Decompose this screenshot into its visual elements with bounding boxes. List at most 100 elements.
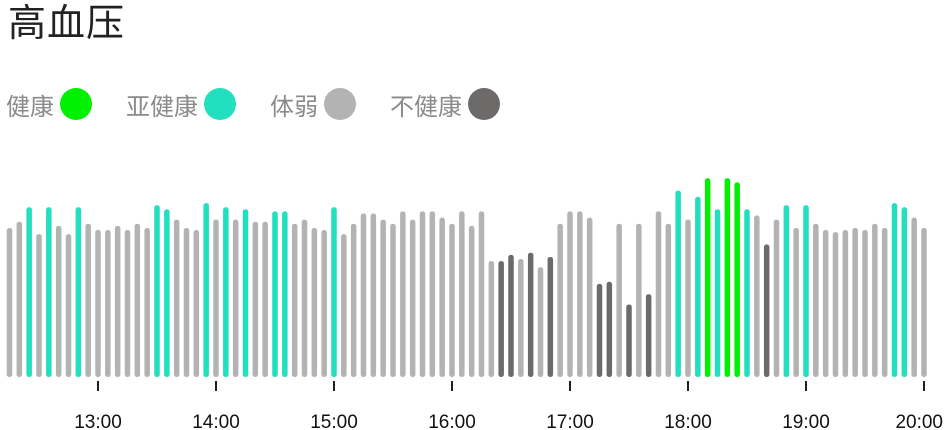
bar-subhealthy	[744, 209, 750, 377]
bar-weak	[173, 219, 180, 377]
bar-subhealthy	[272, 211, 278, 377]
bar-subhealthy	[154, 205, 160, 377]
bar-weak	[468, 225, 475, 377]
bar-healthy	[734, 182, 740, 377]
bar-weak	[301, 219, 308, 377]
bar-weak	[350, 223, 357, 377]
bar-weak	[232, 219, 239, 377]
bar-weak	[291, 223, 298, 377]
x-tick-label: 16:00	[428, 412, 476, 430]
bar-subhealthy	[695, 196, 701, 377]
x-tick-label: 15:00	[310, 412, 358, 430]
bar-weak	[911, 217, 917, 377]
bar-weak	[65, 234, 72, 377]
bar-weak	[616, 223, 622, 377]
bar-subhealthy	[75, 207, 82, 377]
bar-subhealthy	[282, 211, 288, 377]
bar-weak	[193, 230, 200, 377]
bar-weak	[183, 227, 190, 377]
x-tick-label: 20:00	[895, 412, 943, 430]
bar-weak	[636, 223, 642, 377]
bar-weak	[921, 227, 927, 377]
bar-weak	[252, 221, 259, 377]
bar-unhealthy	[527, 252, 534, 377]
bar-subhealthy	[891, 203, 898, 377]
bar-healthy	[724, 178, 731, 377]
bar-weak	[134, 223, 141, 377]
bar-weak	[685, 219, 691, 377]
bar-subhealthy	[203, 203, 209, 377]
bar-weak	[370, 213, 377, 377]
bar-weak	[832, 232, 839, 377]
bar-weak	[577, 211, 583, 377]
bar-weak	[655, 211, 662, 377]
bar-subhealthy	[783, 205, 790, 377]
bar-weak	[518, 259, 524, 377]
bar-weak	[124, 230, 131, 377]
bar-unhealthy	[498, 261, 504, 377]
legend-dot-subhealthy	[204, 88, 236, 120]
bar-weak	[567, 211, 573, 377]
x-tick-label: 19:00	[782, 412, 830, 430]
bar-weak	[36, 234, 42, 377]
legend-label-healthy: 健康	[6, 92, 54, 121]
bar-weak	[213, 219, 219, 377]
bar-weak	[55, 225, 62, 377]
bar-weak	[537, 267, 544, 377]
legend-label-subhealthy: 亚健康	[126, 92, 198, 121]
x-tick-label: 17:00	[546, 412, 594, 430]
bar-unhealthy	[645, 294, 652, 377]
bar-subhealthy	[164, 209, 170, 377]
bar-unhealthy	[508, 254, 514, 377]
bar-weak	[114, 225, 121, 377]
bar-weak	[478, 211, 485, 377]
bar-subhealthy	[803, 205, 809, 377]
bar-unhealthy	[547, 256, 554, 377]
bar-subhealthy	[26, 207, 32, 377]
bar-weak	[85, 223, 91, 377]
bar-weak	[557, 223, 563, 377]
bar-weak	[852, 227, 858, 377]
bar-weak	[400, 211, 406, 377]
bar-weak	[842, 230, 849, 377]
legend-dot-healthy	[60, 88, 92, 120]
x-tick-label: 18:00	[664, 412, 712, 430]
bar-weak	[311, 227, 318, 377]
bar-weak	[144, 227, 150, 377]
bar-weak	[380, 219, 386, 377]
bar-weak	[95, 230, 101, 377]
legend-label-unhealthy: 不健康	[390, 92, 462, 121]
legend-label-weak: 体弱	[270, 92, 318, 121]
bar-weak	[439, 217, 445, 377]
bar-weak	[754, 215, 760, 377]
legend-item-weak: 体弱	[270, 87, 356, 122]
bar-weak	[881, 227, 888, 377]
bar-unhealthy	[763, 244, 770, 377]
bar-weak	[822, 230, 829, 377]
bar-weak	[419, 211, 426, 377]
bar-weak	[773, 219, 780, 377]
bar-subhealthy	[714, 209, 721, 377]
bar-subhealthy	[223, 207, 229, 377]
legend: 健康 亚健康 体弱 不健康	[6, 84, 534, 124]
bar-weak	[459, 211, 465, 377]
legend-item-unhealthy: 不健康	[390, 87, 500, 122]
bar-unhealthy	[596, 283, 603, 377]
legend-item-healthy: 健康	[6, 87, 92, 122]
bar-weak	[105, 230, 111, 377]
bar-weak	[429, 211, 436, 377]
legend-dot-weak	[324, 88, 356, 120]
bar-weak	[813, 223, 819, 377]
page-title: 高血压	[8, 1, 126, 45]
bar-subhealthy	[331, 207, 337, 377]
legend-item-subhealthy: 亚健康	[126, 87, 236, 122]
bar-weak	[6, 227, 13, 377]
bar-weak	[262, 221, 268, 377]
bar-weak	[488, 261, 495, 377]
bar-subhealthy	[46, 207, 52, 377]
bar-unhealthy	[626, 304, 632, 377]
bar-weak	[665, 223, 672, 377]
bar-subhealthy	[901, 207, 908, 377]
bar-subhealthy	[675, 190, 681, 377]
bar-weak	[360, 213, 367, 377]
